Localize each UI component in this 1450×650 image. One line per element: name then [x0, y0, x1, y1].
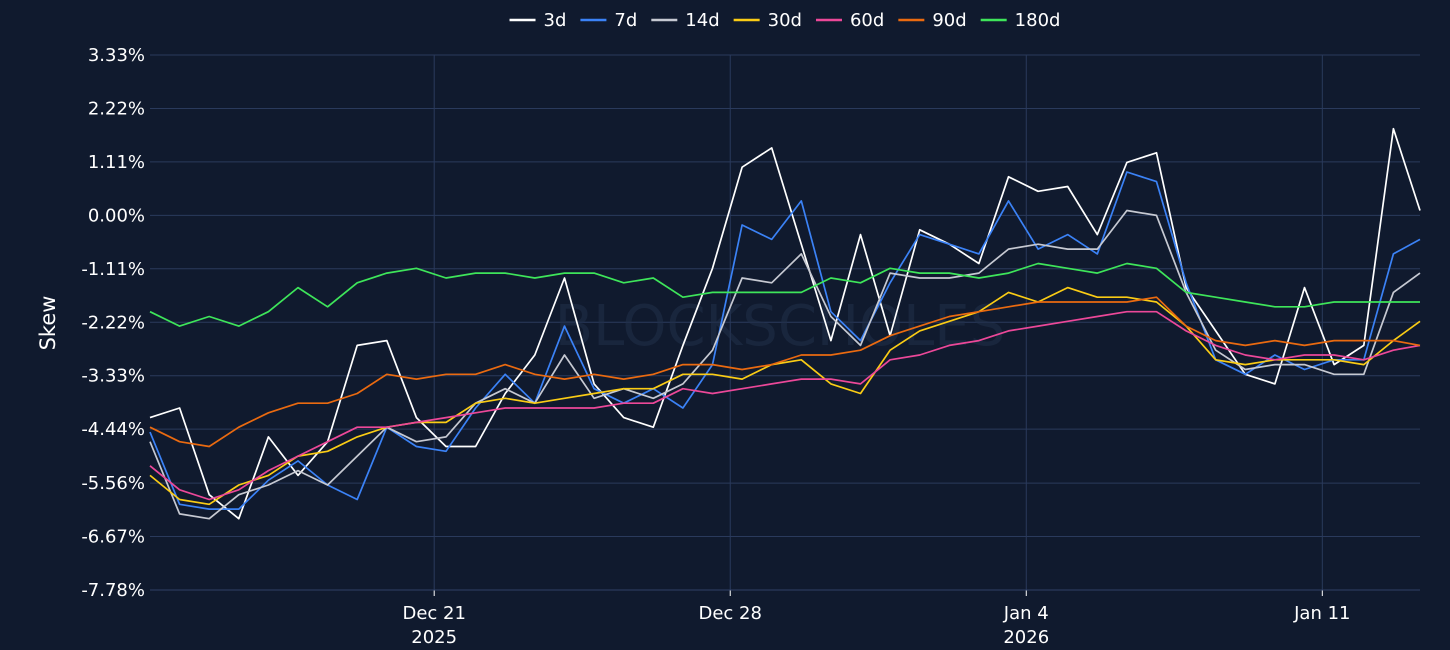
- x-tick-label: Jan 11: [1293, 603, 1350, 624]
- legend-item-90d: 90d: [898, 10, 967, 31]
- y-tick-label: -7.78%: [81, 580, 145, 601]
- x-tick-year-label: 2025: [411, 627, 457, 648]
- legend-item-14d: 14d: [651, 10, 720, 31]
- legend-item-7d: 7d: [580, 10, 637, 31]
- y-axis-title: Skew: [36, 296, 60, 351]
- legend-label: 90d: [932, 10, 966, 31]
- y-tick-label: 2.22%: [88, 98, 145, 119]
- legend-item-180d: 180d: [980, 10, 1061, 31]
- y-tick-label: -5.56%: [81, 473, 145, 494]
- x-tick-year-label: 2026: [1003, 627, 1049, 648]
- y-tick-label: -3.33%: [81, 366, 145, 387]
- legend-label: 7d: [614, 10, 637, 31]
- legend-item-3d: 3d: [509, 10, 567, 31]
- legend-item-60d: 60d: [815, 10, 884, 31]
- watermark: BLOCKSCHOLES: [555, 294, 1006, 359]
- y-axis: 3.33% 2.22% 1.11% 0.00% -1.11% -2.22% -3.33% -4…: [81, 45, 145, 601]
- series-line-90d: [149, 296, 1421, 448]
- x-tick-label: Jan 4: [1003, 603, 1049, 624]
- y-tick-label: -2.22%: [81, 312, 145, 333]
- legend-label: 60d: [850, 10, 884, 31]
- series-line-3d: [149, 127, 1421, 520]
- series-line-7d: [149, 171, 1421, 510]
- series-layer: [149, 127, 1421, 520]
- x-tick-label: Dec 21: [402, 603, 465, 624]
- series-line-30d: [149, 286, 1421, 506]
- legend-label: 3d: [544, 10, 567, 31]
- y-tick-label: -6.67%: [81, 527, 145, 548]
- y-tick-label: -4.44%: [81, 419, 145, 440]
- series-line-180d: [149, 262, 1420, 327]
- x-tick-label: Dec 28: [698, 603, 761, 624]
- y-tick-label: 3.33%: [88, 45, 145, 66]
- series-line-14d: [149, 209, 1421, 520]
- legend: 3d 7d 14d 30d 60d 90d 180d: [509, 10, 1061, 31]
- y-tick-label: 0.00%: [88, 205, 145, 226]
- legend-label: 180d: [1015, 10, 1061, 31]
- y-tick-label: 1.11%: [88, 152, 145, 173]
- x-axis: Dec 21 2025 Dec 28 Jan 4 2026 Jan 11: [150, 589, 1420, 648]
- legend-label: 30d: [768, 10, 802, 31]
- series-line-60d: [149, 310, 1421, 501]
- y-tick-label: -1.11%: [81, 259, 145, 280]
- legend-label: 14d: [685, 10, 719, 31]
- legend-item-30d: 30d: [733, 10, 802, 31]
